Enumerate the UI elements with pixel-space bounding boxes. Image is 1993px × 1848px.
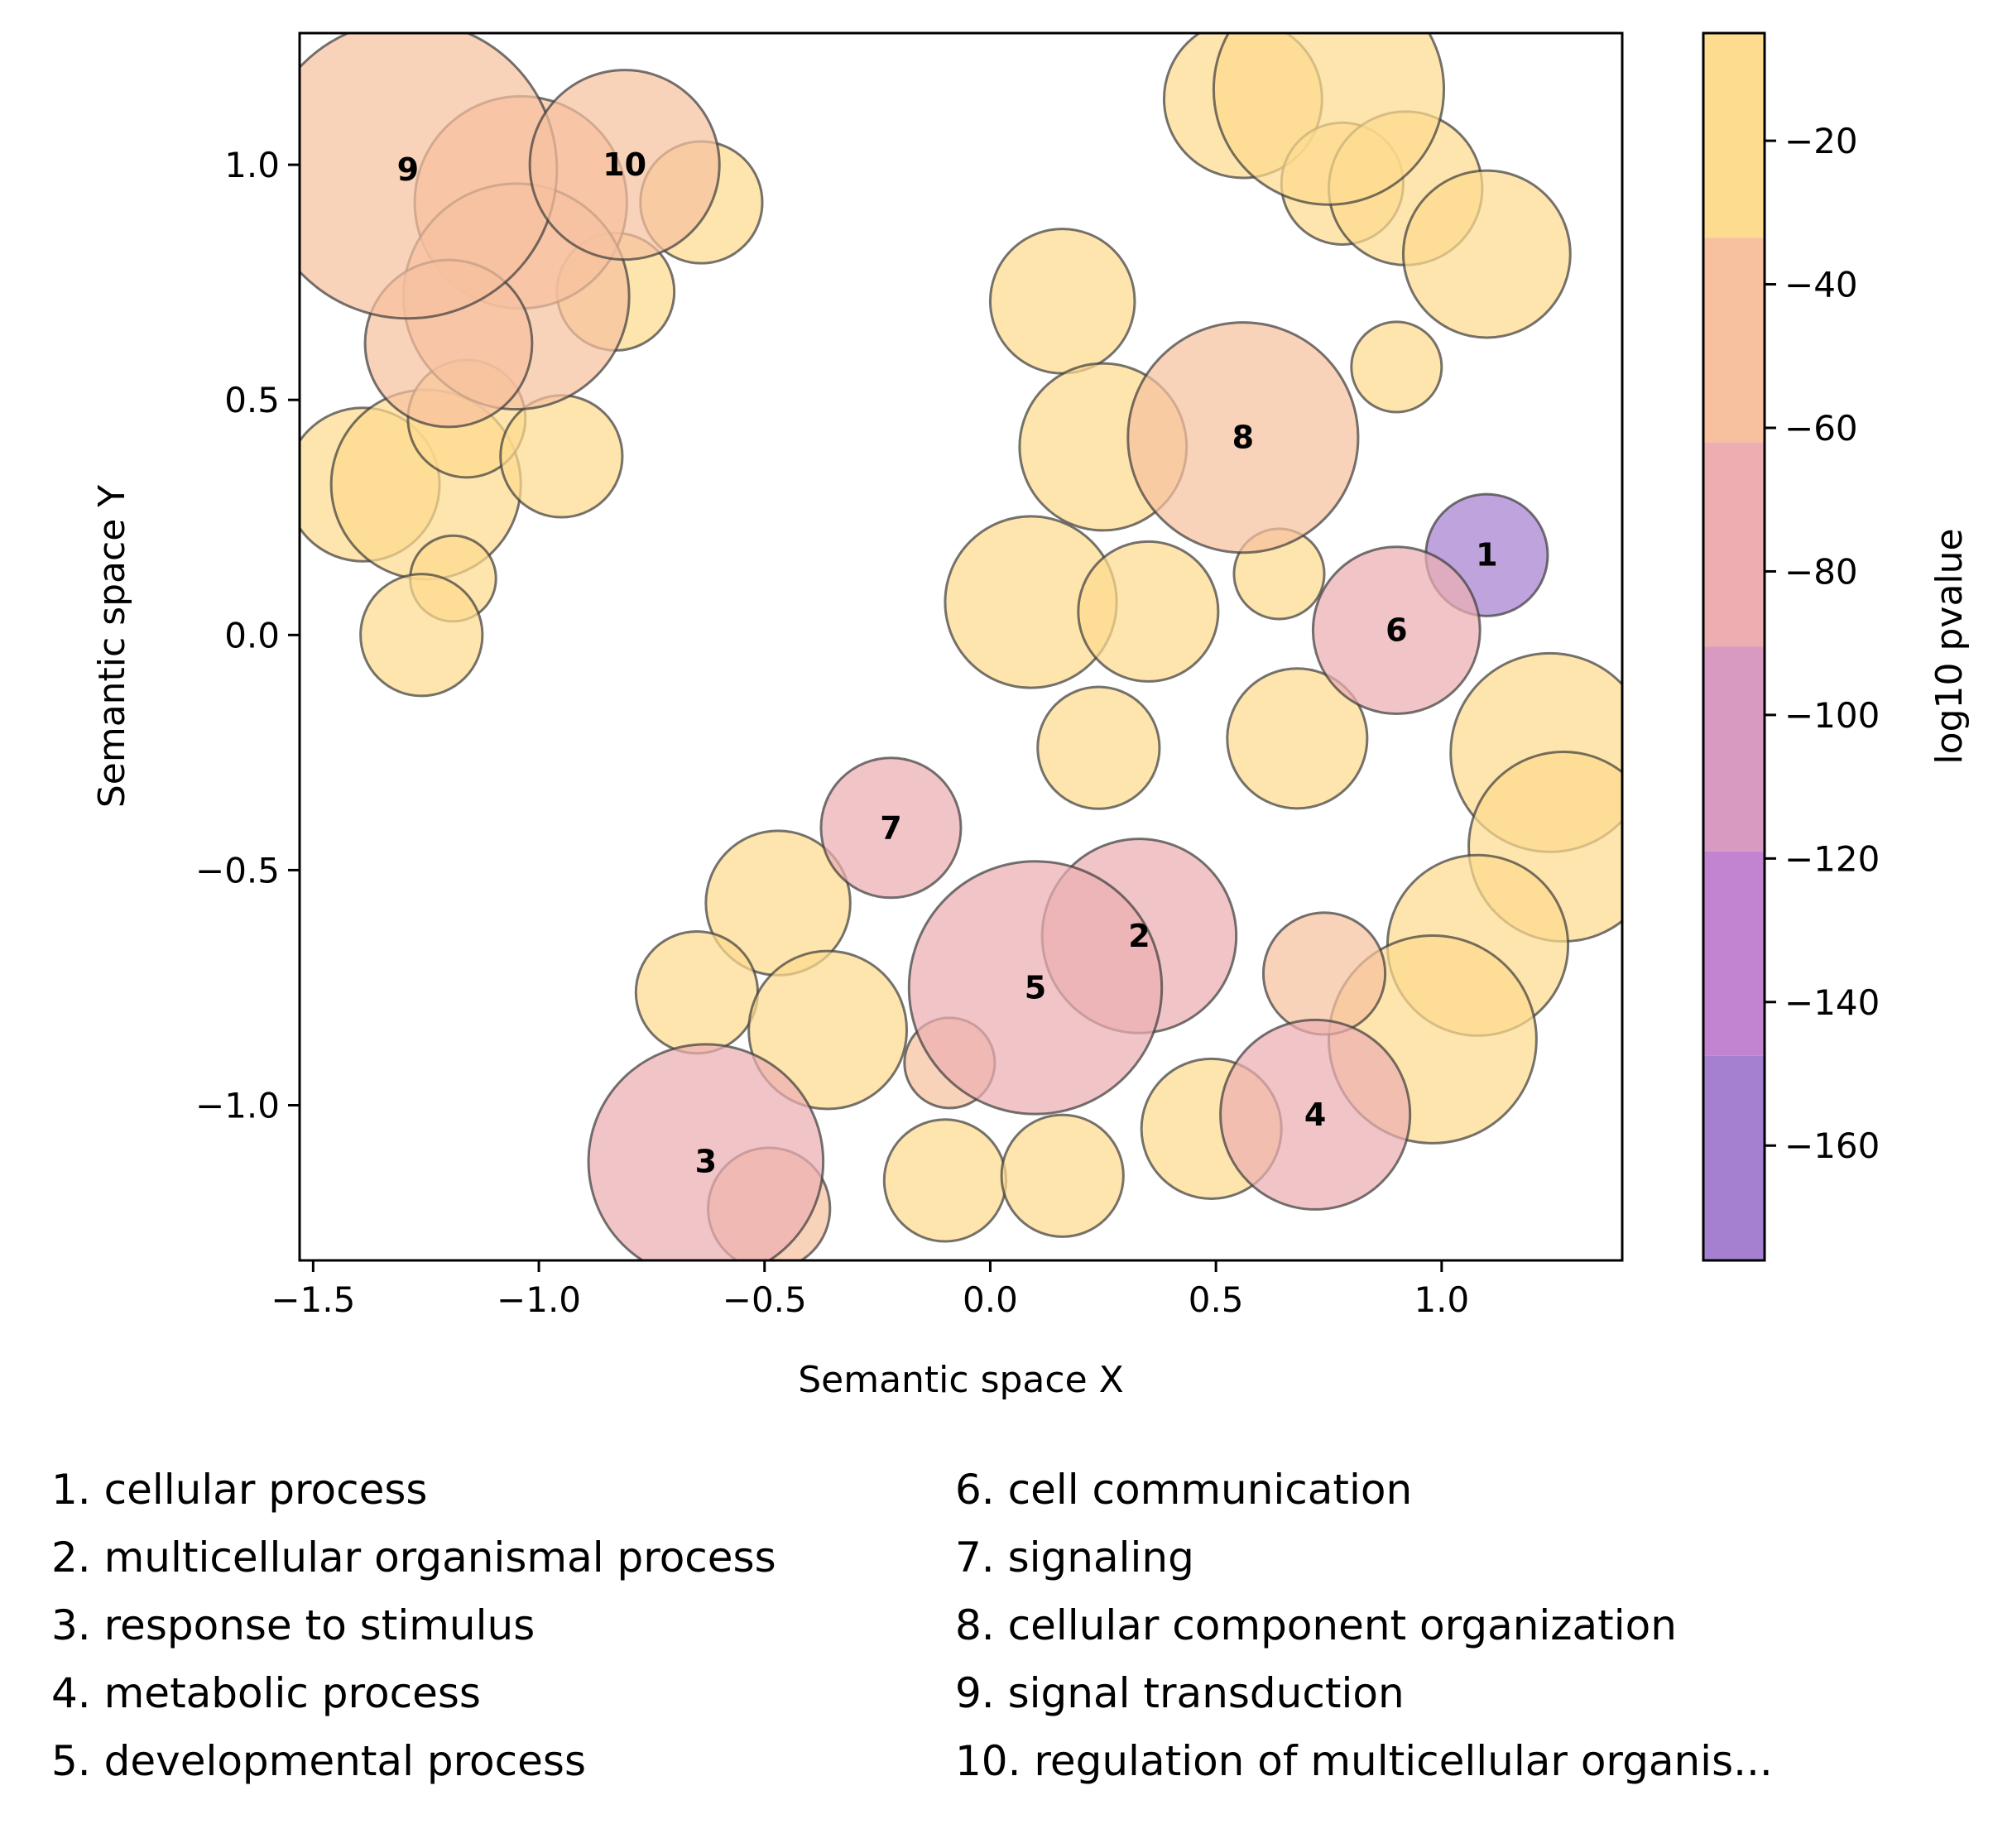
- colorbar-band: [1703, 646, 1765, 852]
- colorbar-band: [1703, 851, 1765, 1056]
- x-tick-label: 0.0: [963, 1279, 1018, 1320]
- x-tick-label: −0.5: [723, 1279, 807, 1320]
- colorbar-tick-label: −20: [1784, 121, 1858, 161]
- colorbar-tick-label: −100: [1784, 695, 1880, 736]
- colorbar-tick-label: −160: [1784, 1126, 1880, 1166]
- bubble: [1036, 685, 1161, 810]
- plot-frame: [298, 31, 1624, 1262]
- bubble-term-8: [1126, 321, 1360, 554]
- bubble-label: 4: [1304, 1097, 1326, 1133]
- bubble-label: 10: [603, 146, 646, 183]
- bubble-term-10: [528, 69, 721, 262]
- colorbar-tick-label: −140: [1784, 982, 1880, 1023]
- colorbar-band: [1703, 33, 1765, 238]
- bubble: [988, 228, 1136, 375]
- bubble-label: 5: [1025, 969, 1046, 1006]
- legend-item: 9. signal transduction: [955, 1669, 1405, 1717]
- bubble: [1261, 911, 1387, 1036]
- x-tick-label: 0.5: [1189, 1279, 1244, 1320]
- y-tick-label: −1.0: [195, 1085, 280, 1126]
- legend-item: 4. metabolic process: [51, 1669, 481, 1717]
- bubble: [1401, 169, 1572, 339]
- bubble-layer: [300, 33, 1622, 1260]
- y-tick-label: 1.0: [224, 145, 280, 185]
- bubble: [499, 394, 624, 519]
- colorbar-tick-label: −80: [1784, 551, 1858, 592]
- bubble: [1212, 33, 1446, 206]
- colorbar: [1703, 33, 1765, 1260]
- bubble: [747, 949, 909, 1111]
- chart: 9 10 8 1 6 4 7 2 5 3 −1.5 −1.0 −0.5 0.0 0.5 1.0 −1.0 −0…: [91, 31, 1971, 1401]
- y-tick-label: −0.5: [195, 850, 280, 890]
- colorbar-label: log10 pvalue: [1928, 528, 1971, 764]
- bubble-label: 9: [397, 151, 419, 188]
- bubble: [359, 573, 484, 698]
- bubble: [1000, 1113, 1125, 1238]
- y-axis-label: Semantic space Y: [91, 485, 133, 808]
- bubble-term-5: [907, 860, 1164, 1116]
- x-tick-label: −1.0: [497, 1279, 581, 1320]
- bubble-label: 3: [695, 1144, 717, 1180]
- legend-item: 2. multicellular organismal process: [51, 1534, 776, 1582]
- bubble-label: 8: [1232, 420, 1254, 456]
- bubble: [1350, 320, 1443, 414]
- bubble-term-6: [1311, 545, 1482, 716]
- x-axis-label: Semantic space X: [798, 1359, 1124, 1401]
- x-tick-label: −1.5: [271, 1279, 355, 1320]
- bubble-term-7: [819, 756, 963, 900]
- bubble-label-layer: 9 10 8 1 6 4 7 2 5 3: [397, 146, 1498, 1180]
- y-axis-ticks: −1.0 −0.5 0.0 0.5 1.0: [195, 145, 300, 1126]
- bubble-label: 6: [1385, 612, 1407, 649]
- colorbar-band: [1703, 238, 1765, 443]
- bubble: [1226, 667, 1369, 810]
- bubble-term-4: [1219, 1018, 1412, 1211]
- colorbar-tick-label: −40: [1784, 265, 1858, 305]
- y-tick-label: 0.0: [224, 615, 280, 655]
- x-tick-label: 1.0: [1414, 1279, 1469, 1320]
- colorbar-frame: [1702, 31, 1766, 1262]
- colorbar-band: [1703, 1055, 1765, 1260]
- legend-item: 5. developmental process: [51, 1737, 586, 1785]
- legend-item: 1. cellular process: [51, 1466, 428, 1514]
- bubble-label: 1: [1476, 537, 1497, 574]
- legend-item: 7. signaling: [955, 1534, 1194, 1582]
- legend-item: 8. cellular component organization: [955, 1601, 1677, 1649]
- x-axis-ticks: −1.5 −1.0 −0.5 0.0 0.5 1.0: [271, 1260, 1469, 1320]
- bubble-term-3: [587, 1043, 825, 1260]
- colorbar-tick-label: −60: [1784, 408, 1858, 449]
- bubble-label: 7: [880, 809, 901, 846]
- legend-item: 10. regulation of multicellular organis.…: [955, 1737, 1773, 1785]
- bubble: [882, 1118, 1008, 1243]
- bubble-label: 2: [1128, 918, 1150, 954]
- bubble: [1077, 540, 1220, 683]
- colorbar-ticks: −20 −40 −60 −80 −100 −120 −140 −160: [1765, 121, 1880, 1166]
- colorbar-band: [1703, 442, 1765, 647]
- legend-item: 3. response to stimulus: [51, 1601, 535, 1649]
- bubble: [634, 929, 760, 1055]
- y-tick-label: 0.5: [224, 380, 280, 420]
- legend-item: 6. cell communication: [955, 1466, 1413, 1514]
- colorbar-tick-label: −120: [1784, 838, 1880, 879]
